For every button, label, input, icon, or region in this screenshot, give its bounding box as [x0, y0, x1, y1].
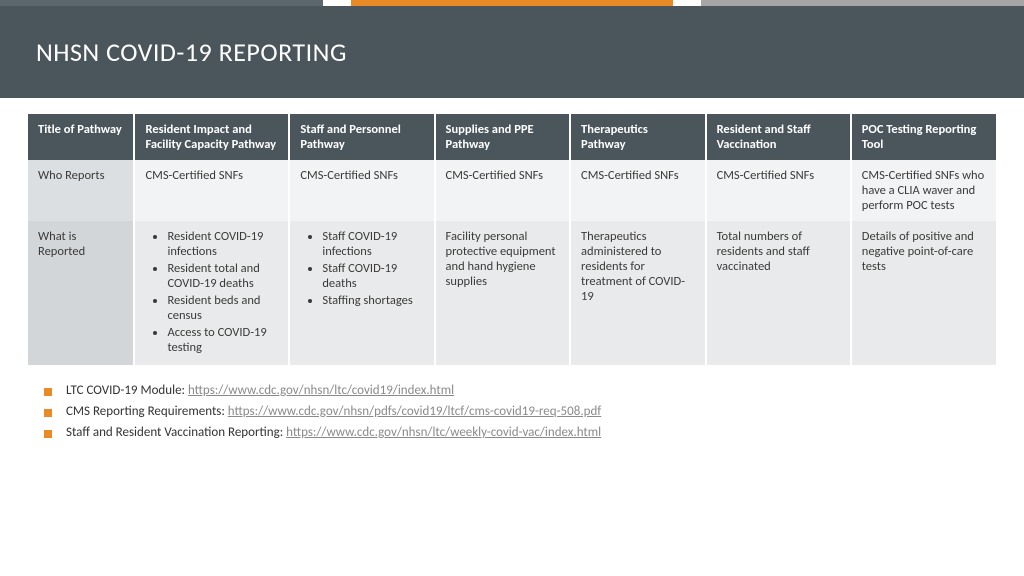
bar-left: [0, 0, 323, 6]
cell-list: Resident COVID-19 infections Resident to…: [145, 229, 278, 355]
bullet-icon: [44, 409, 52, 417]
cell: CMS-Certified SNFs: [134, 160, 289, 221]
list-item: Resident beds and census: [167, 293, 278, 323]
col-header: Resident Impact and Facility Capacity Pa…: [134, 114, 289, 160]
list-item: Staff COVID-19 deaths: [322, 261, 423, 291]
cell: CMS-Certified SNFs: [289, 160, 434, 221]
col-header: Title of Pathway: [28, 114, 134, 160]
pathway-table: Title of Pathway Resident Impact and Fac…: [28, 114, 996, 365]
link-label: CMS Reporting Requirements:: [66, 404, 228, 419]
col-header: POC Testing Reporting Tool: [851, 114, 996, 160]
link-label: LTC COVID-19 Module:: [66, 383, 188, 398]
list-item: Staff COVID-19 infections: [322, 229, 423, 259]
link[interactable]: https://www.cdc.gov/nhsn/pdfs/covid19/lt…: [228, 404, 601, 419]
cell: Therapeutics administered to residents f…: [570, 221, 706, 365]
page-title: NHSN COVID-19 REPORTING: [36, 36, 988, 68]
col-header: Resident and Staff Vaccination: [706, 114, 851, 160]
link-label: Staff and Resident Vaccination Reporting…: [66, 425, 286, 440]
col-header: Staff and Personnel Pathway: [289, 114, 434, 160]
bar-gap: [323, 0, 351, 6]
link[interactable]: https://www.cdc.gov/nhsn/ltc/weekly-covi…: [286, 425, 601, 440]
accent-bars: [0, 0, 1024, 6]
cell: CMS-Certified SNFs: [706, 160, 851, 221]
col-header: Therapeutics Pathway: [570, 114, 706, 160]
bullet-icon: [44, 388, 52, 396]
links-section: LTC COVID-19 Module: https://www.cdc.gov…: [0, 365, 1024, 440]
bar-right: [701, 0, 1024, 6]
cell-list: Staff COVID-19 infections Staff COVID-19…: [300, 229, 423, 308]
cell: Resident COVID-19 infections Resident to…: [134, 221, 289, 365]
cell: CMS-Certified SNFs: [570, 160, 706, 221]
cell: Total numbers of residents and staff vac…: [706, 221, 851, 365]
list-item: Access to COVID-19 testing: [167, 325, 278, 355]
col-header: Supplies and PPE Pathway: [435, 114, 571, 160]
bar-gap: [673, 0, 701, 6]
bullet-icon: [44, 430, 52, 438]
table-row: Who Reports CMS-Certified SNFs CMS-Certi…: [28, 160, 996, 221]
link[interactable]: https://www.cdc.gov/nhsn/ltc/covid19/ind…: [188, 383, 454, 398]
cell: Facility personal protective equipment a…: [435, 221, 571, 365]
list-item: Resident total and COVID-19 deaths: [167, 261, 278, 291]
bar-mid: [351, 0, 674, 6]
cell: CMS-Certified SNFs: [435, 160, 571, 221]
table-row: What is Reported Resident COVID-19 infec…: [28, 221, 996, 365]
list-item: Staffing shortages: [322, 293, 423, 308]
link-row: Staff and Resident Vaccination Reporting…: [44, 425, 980, 440]
cell: Details of positive and negative point-o…: [851, 221, 996, 365]
row-label: What is Reported: [28, 221, 134, 365]
link-row: LTC COVID-19 Module: https://www.cdc.gov…: [44, 383, 980, 398]
title-band: NHSN COVID-19 REPORTING: [0, 6, 1024, 98]
row-label: Who Reports: [28, 160, 134, 221]
cell: CMS-Certified SNFs who have a CLIA waver…: [851, 160, 996, 221]
list-item: Resident COVID-19 infections: [167, 229, 278, 259]
cell: Staff COVID-19 infections Staff COVID-19…: [289, 221, 434, 365]
link-row: CMS Reporting Requirements: https://www.…: [44, 404, 980, 419]
content: Title of Pathway Resident Impact and Fac…: [0, 98, 1024, 365]
table-header-row: Title of Pathway Resident Impact and Fac…: [28, 114, 996, 160]
